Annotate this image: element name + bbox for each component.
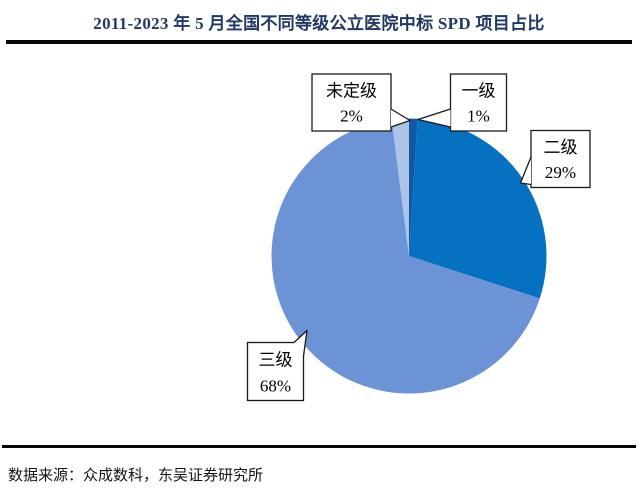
pie-slice-三级: [271, 119, 540, 394]
callout-level2-box: [530, 129, 591, 189]
pie-chart: 未定级 2% 一级 1% 二级 29% 三级 68%: [246, 73, 591, 402]
callout-tail: [390, 108, 411, 128]
callout-ungraded-box: [311, 73, 392, 132]
pie-slice-二级: [409, 118, 547, 299]
callout-ungraded: 未定级 2%: [311, 73, 392, 132]
callout-tail: [417, 108, 451, 128]
callout-tail: [293, 329, 308, 357]
footer-rule: [2, 445, 636, 448]
callout-level3-value: 68%: [260, 377, 291, 396]
title-underline-rule: [6, 40, 632, 44]
callout-level2-value: 29%: [545, 163, 576, 182]
callout-level1: 一级 1%: [449, 73, 508, 132]
pie-slice-一级: [409, 118, 418, 256]
pie-slice-未定级: [391, 118, 409, 256]
callout-ungraded-value: 2%: [340, 107, 363, 126]
data-source-note: 数据来源：众成数科，东吴证券研究所: [8, 468, 264, 484]
callout-leader-lines: [293, 108, 532, 357]
callout-level1-label: 一级: [462, 82, 496, 101]
callout-level3-box: [246, 341, 305, 402]
chart-title: 2011-2023 年 5 月全国不同等级公立医院中标 SPD 项目占比: [93, 14, 545, 33]
callout-level2: 二级 29%: [530, 129, 591, 189]
pie-slices: [271, 118, 547, 394]
callout-level1-value: 1%: [467, 107, 490, 126]
callout-level2-label: 二级: [544, 138, 578, 157]
callout-level3: 三级 68%: [246, 341, 305, 402]
callout-level1-box: [449, 73, 508, 132]
callout-level3-label: 三级: [259, 351, 293, 370]
callout-tail: [519, 156, 532, 186]
callout-ungraded-label: 未定级: [326, 82, 377, 101]
